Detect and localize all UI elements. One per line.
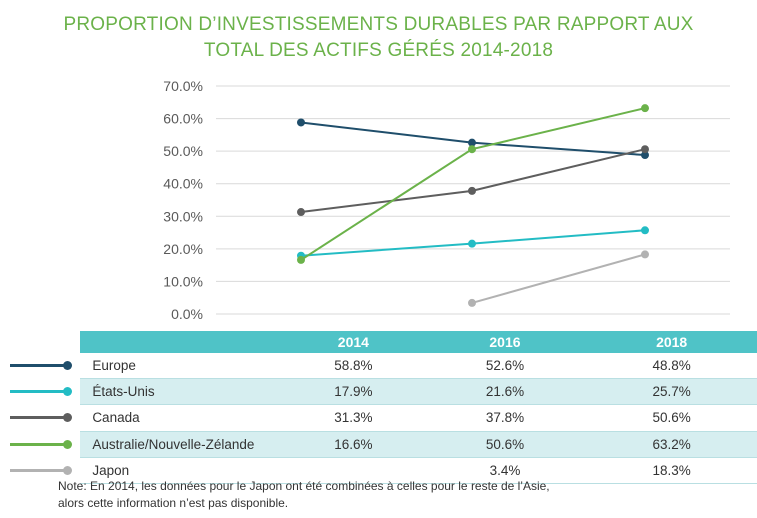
y-tick-label-6: 60.0% xyxy=(163,111,203,127)
chart-title-line-1: PROPORTION D’INVESTISSEMENTS DURABLES PA… xyxy=(63,14,694,35)
legend-marker-australie xyxy=(0,431,81,458)
series-name-japon: Japon xyxy=(80,457,284,484)
data-point-s2-2 xyxy=(641,145,649,154)
value-japon-2018: 18.3% xyxy=(586,457,757,484)
data-point-s0-1 xyxy=(468,138,476,147)
value-europe-2016: 52.6% xyxy=(423,353,587,380)
legend-marker-europe xyxy=(0,353,81,379)
y-tick-label-1: 10.0% xyxy=(163,273,203,289)
value-etats-unis-2014: 17.9% xyxy=(283,378,424,406)
series-name-header xyxy=(80,331,284,353)
y-tick-label-7: 70.0% xyxy=(163,78,203,94)
series-name-europe: Europe xyxy=(80,353,284,380)
table-row-europe: Europe 58.8% 52.6% 48.8% xyxy=(0,353,757,380)
table-row-etats-unis: États-Unis 17.9% 21.6% 25.7% xyxy=(0,378,757,406)
value-etats-unis-2018: 25.7% xyxy=(586,378,757,406)
legend-marker-japon xyxy=(0,457,81,484)
y-tick-label-3: 30.0% xyxy=(163,208,203,224)
series-line-2 xyxy=(300,148,646,214)
year-header-2014: 2014 xyxy=(283,331,424,353)
footnote: Note: En 2014, les données pour le Japon… xyxy=(58,478,550,512)
y-tick-label-0: 0.0% xyxy=(171,306,203,322)
data-point-s1-1 xyxy=(468,239,476,248)
data-point-s4-1 xyxy=(468,298,476,307)
value-japon-2016: 3.4% xyxy=(423,457,587,484)
data-table: 2014 2016 2018 Europe 58.8% 52.6% 48.8% … xyxy=(0,331,757,484)
y-tick-label-4: 40.0% xyxy=(163,176,203,192)
data-point-s3-2 xyxy=(641,104,649,113)
value-australie-2018: 63.2% xyxy=(586,431,757,458)
data-point-s4-2 xyxy=(641,250,649,259)
legend-marker-canada xyxy=(0,404,81,432)
data-point-s2-1 xyxy=(468,186,476,195)
value-canada-2018: 50.6% xyxy=(586,404,757,432)
value-europe-2018: 48.8% xyxy=(586,353,757,380)
table-row-japon: Japon 3.4% 18.3% xyxy=(0,457,757,484)
footnote-line-1: Note: En 2014, les données pour le Japon… xyxy=(58,479,550,493)
legend-header-spacer xyxy=(0,331,81,353)
chart-title-line-2: TOTAL DES ACTIFS GÉRÉS 2014-2018 xyxy=(203,40,554,61)
y-tick-label-2: 20.0% xyxy=(163,241,203,257)
footnote-line-2: alors cette information n’est pas dispon… xyxy=(58,496,289,510)
legend-marker-etats-unis xyxy=(0,378,81,405)
value-canada-2016: 37.8% xyxy=(423,404,587,432)
series-name-canada: Canada xyxy=(80,404,284,432)
year-header-2018: 2018 xyxy=(586,331,757,353)
table-header-row: 2014 2016 2018 xyxy=(0,331,757,353)
series-name-etats-unis: États-Unis xyxy=(80,378,284,406)
value-canada-2014: 31.3% xyxy=(283,404,424,432)
value-etats-unis-2016: 21.6% xyxy=(423,378,587,406)
value-australie-2014: 16.6% xyxy=(283,431,424,458)
value-australie-2016: 50.6% xyxy=(423,431,587,458)
table-row-australie: Australie/Nouvelle-Zélande 16.6% 50.6% 6… xyxy=(0,431,757,458)
series-line-4 xyxy=(471,253,646,304)
value-europe-2014: 58.8% xyxy=(283,353,424,380)
data-point-s0-2 xyxy=(641,151,649,160)
chart-title: PROPORTION D’INVESTISSEMENTS DURABLES PA… xyxy=(0,12,757,64)
year-header-2016: 2016 xyxy=(423,331,587,353)
data-point-s1-2 xyxy=(641,226,649,235)
table-row-canada: Canada 31.3% 37.8% 50.6% xyxy=(0,404,757,432)
line-chart: 0.0% 10.0% 20.0% 30.0% 40.0% 50.0% 60.0% 70.0% xyxy=(163,78,730,322)
data-point-s3-1 xyxy=(468,145,476,154)
data-point-s0-0 xyxy=(297,118,305,127)
data-point-s2-0 xyxy=(297,208,305,217)
value-japon-2014 xyxy=(283,457,424,484)
y-tick-label-5: 50.0% xyxy=(163,143,203,159)
data-point-s3-0 xyxy=(297,255,305,264)
series-name-australie: Australie/Nouvelle-Zélande xyxy=(80,431,284,458)
